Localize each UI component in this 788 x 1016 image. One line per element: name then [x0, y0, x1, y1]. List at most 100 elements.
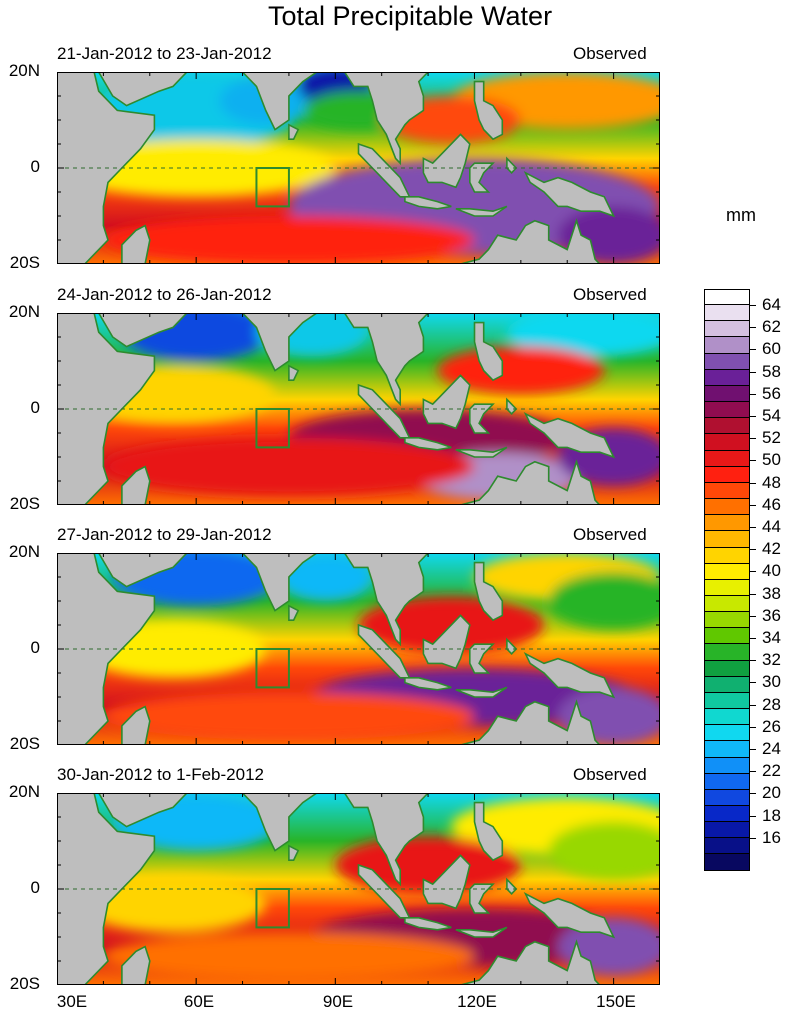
colorbar-cell: [704, 758, 750, 774]
colorbar-tick: [750, 682, 756, 683]
colorbar-tick: [750, 793, 756, 794]
colorbar-tick: [750, 505, 756, 506]
precipitable-water-map: [57, 313, 660, 505]
colorbar-label: 22: [762, 761, 788, 781]
colorbar-tick: [750, 416, 756, 417]
colorbar-cell: [704, 628, 750, 644]
colorbar-label: 40: [762, 561, 788, 581]
colorbar-tick: [750, 727, 756, 728]
colorbar-label: 18: [762, 806, 788, 826]
colorbar-cell: [704, 402, 750, 418]
colorbar-tick: [750, 483, 756, 484]
colorbar-tick: [750, 372, 756, 373]
colorbar-label: 60: [762, 339, 788, 359]
panel-date-range: 24-Jan-2012 to 26-Jan-2012: [57, 285, 272, 305]
colorbar-cell: [704, 677, 750, 693]
lat-label: 0: [0, 398, 40, 418]
colorbar-cell: [704, 838, 750, 854]
colorbar-cell: [704, 354, 750, 370]
colorbar-cell: [704, 451, 750, 467]
colorbar-cell: [704, 321, 750, 337]
colorbar-tick: [750, 816, 756, 817]
colorbar-tick: [750, 838, 756, 839]
colorbar-label: 58: [762, 362, 788, 382]
colorbar-tick: [750, 527, 756, 528]
map-panel: [57, 793, 660, 985]
colorbar-label: 50: [762, 450, 788, 470]
panel-observed-label: Observed: [573, 285, 647, 305]
colorbar-label: 64: [762, 295, 788, 315]
unit-label: mm: [726, 205, 756, 226]
colorbar-label: 46: [762, 495, 788, 515]
colorbar-cell: [704, 854, 750, 870]
lat-label: 20N: [0, 302, 40, 322]
colorbar-cell: [704, 725, 750, 741]
colorbar-tick: [750, 638, 756, 639]
figure-title: Total Precipitable Water: [0, 0, 788, 32]
map-panel: [57, 553, 660, 745]
lat-label: 0: [0, 638, 40, 658]
colorbar-tick: [750, 594, 756, 595]
colorbar-cell: [704, 612, 750, 628]
colorbar-label: 62: [762, 317, 788, 337]
colorbar-cell: [704, 289, 750, 305]
colorbar-label: 52: [762, 428, 788, 448]
panel-observed-label: Observed: [573, 765, 647, 785]
colorbar-cell: [704, 693, 750, 709]
field-blob: [103, 216, 474, 264]
colorbar-tick: [750, 394, 756, 395]
colorbar-tick: [750, 305, 756, 306]
precipitable-water-map: [57, 72, 660, 264]
lat-label: 20N: [0, 61, 40, 81]
colorbar-tick: [750, 549, 756, 550]
colorbar-cell: [704, 467, 750, 483]
colorbar-cell: [704, 386, 750, 402]
colorbar-tick: [750, 349, 756, 350]
colorbar-tick: [750, 749, 756, 750]
colorbar-cell: [704, 806, 750, 822]
map-panel: [57, 72, 660, 264]
colorbar-cell: [704, 596, 750, 612]
colorbar-cell: [704, 580, 750, 596]
panel-observed-label: Observed: [573, 44, 647, 64]
lat-label: 20N: [0, 782, 40, 802]
lon-label: 60E: [169, 992, 229, 1012]
colorbar-cell: [704, 434, 750, 450]
colorbar-tick: [750, 571, 756, 572]
colorbar-label: 36: [762, 606, 788, 626]
lon-label: 90E: [308, 992, 368, 1012]
field-blob: [103, 932, 474, 980]
colorbar-tick: [750, 616, 756, 617]
colorbar-cell: [704, 370, 750, 386]
colorbar-label: 32: [762, 650, 788, 670]
lon-label: 30E: [42, 992, 102, 1012]
colorbar-label: 20: [762, 783, 788, 803]
colorbar-cell: [704, 515, 750, 531]
precipitable-water-map: [57, 553, 660, 745]
precipitable-water-map: [57, 793, 660, 985]
lat-label: 20S: [0, 974, 40, 994]
colorbar-cell: [704, 418, 750, 434]
colorbar-cell: [704, 531, 750, 547]
panel-date-range: 27-Jan-2012 to 29-Jan-2012: [57, 525, 272, 545]
colorbar-cell: [704, 337, 750, 353]
colorbar-tick: [750, 660, 756, 661]
colorbar-cell: [704, 483, 750, 499]
colorbar-tick: [750, 327, 756, 328]
lat-label: 20N: [0, 542, 40, 562]
colorbar-cell: [704, 790, 750, 806]
lat-label: 20S: [0, 494, 40, 514]
colorbar-label: 54: [762, 406, 788, 426]
colorbar-cell: [704, 564, 750, 580]
colorbar-label: 42: [762, 539, 788, 559]
colorbar-cell: [704, 661, 750, 677]
lat-label: 0: [0, 157, 40, 177]
lat-label: 0: [0, 878, 40, 898]
lon-label: 150E: [586, 992, 646, 1012]
field-blob: [103, 692, 474, 740]
panel-date-range: 21-Jan-2012 to 23-Jan-2012: [57, 44, 272, 64]
colorbar-label: 56: [762, 384, 788, 404]
colorbar-cell: [704, 644, 750, 660]
colorbar-label: 34: [762, 628, 788, 648]
lat-label: 20S: [0, 734, 40, 754]
